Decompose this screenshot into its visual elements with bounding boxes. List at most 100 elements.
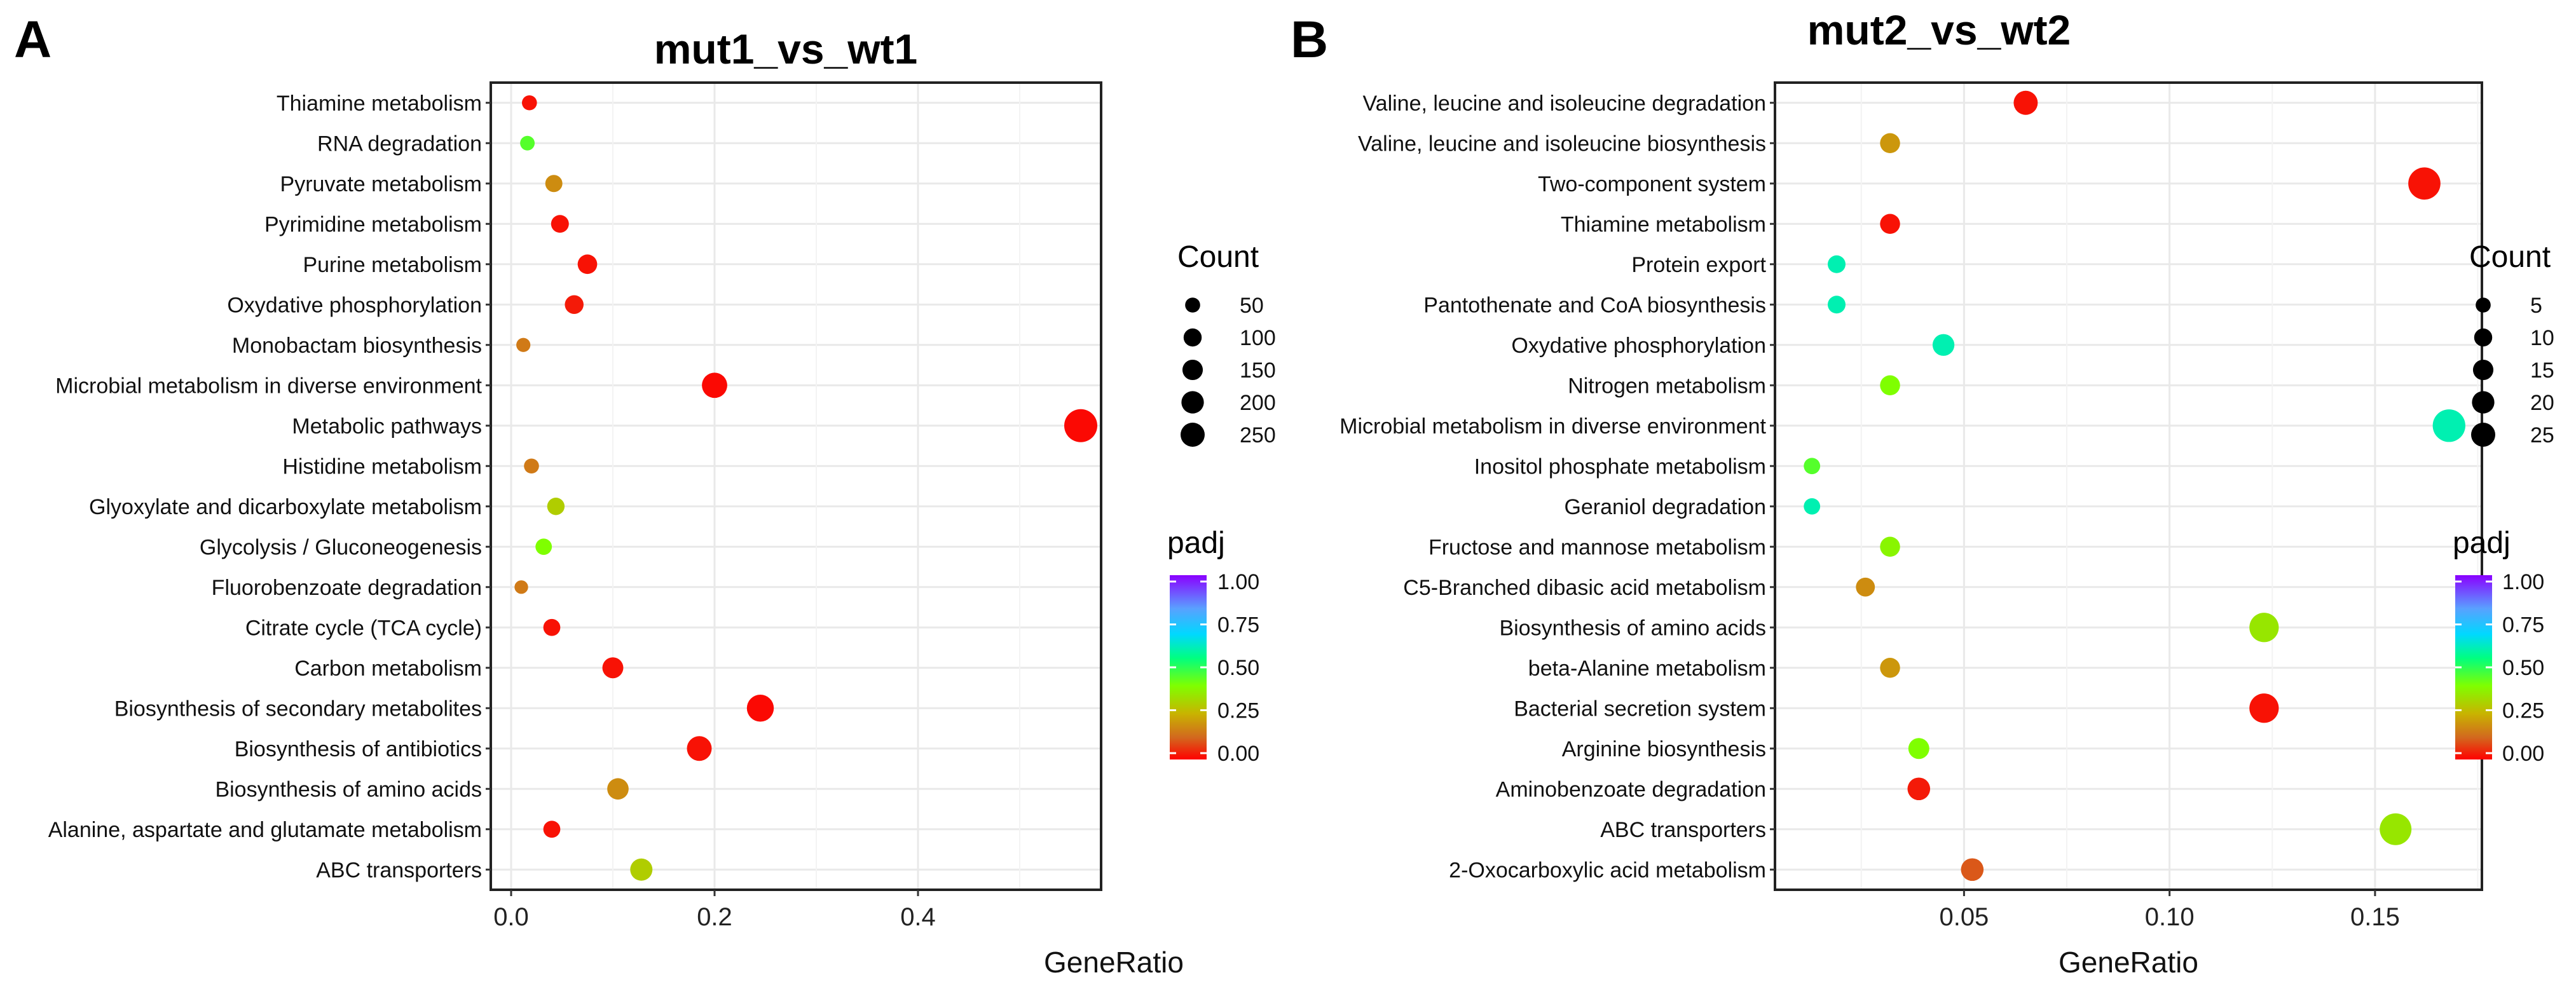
- category-label: Glyoxylate and dicarboxylate metabolism: [89, 495, 482, 519]
- panel-a: A mut1_vs_wt1 Thiamine metabolism RNA deg…: [14, 11, 1276, 979]
- padj-legend-label: 1.00: [1217, 570, 1259, 594]
- panel-b-plot-frame: [1774, 81, 2483, 891]
- panel-a-title: mut1_vs_wt1: [654, 25, 918, 72]
- category-label: Pantothenate and CoA biosynthesis: [1423, 293, 1766, 317]
- data-point: [551, 215, 569, 233]
- panel-a-grid: [491, 83, 1101, 890]
- category-label: Microbial metabolism in diverse environm…: [1339, 414, 1766, 439]
- padj-legend-label: 0.25: [1217, 699, 1259, 723]
- panel-b-count-legend-title: Count: [2469, 240, 2551, 274]
- category-label: Bacterial secretion system: [1514, 697, 1766, 721]
- category-label: Fructose and mannose metabolism: [1428, 535, 1766, 559]
- count-legend-key: [1181, 391, 1204, 414]
- count-legend-label: 50: [1240, 294, 1264, 318]
- category-label: Biosynthesis of amino acids: [1499, 616, 1766, 640]
- count-legend-label: 250: [1240, 423, 1276, 447]
- category-label: Two-component system: [1538, 172, 1766, 196]
- data-point: [543, 618, 561, 636]
- data-point: [1880, 375, 1900, 395]
- x-tick-label: 0.0: [493, 903, 529, 931]
- data-point: [746, 695, 774, 722]
- panel-letter-b: B: [1291, 11, 1328, 69]
- data-point: [1932, 334, 1955, 356]
- category-label: Oxydative phosphorylation: [227, 293, 482, 317]
- category-label: Geraniol degradation: [1564, 495, 1766, 519]
- category-label: ABC transporters: [1600, 818, 1766, 842]
- padj-legend-label: 0.75: [2502, 613, 2544, 637]
- category-label: Pyruvate metabolism: [280, 172, 482, 196]
- category-label: Purine metabolism: [303, 253, 482, 277]
- category-label: C5-Branched dibasic acid metabolism: [1403, 576, 1766, 600]
- panel-a-category-labels: Thiamine metabolism RNA degradation Pyruva…: [48, 92, 491, 882]
- data-point: [702, 372, 727, 398]
- category-label: Citrate cycle (TCA cycle): [245, 616, 482, 640]
- count-legend-label: 20: [2530, 391, 2554, 415]
- data-point: [547, 498, 565, 515]
- count-legend-key: [2472, 391, 2495, 414]
- count-legend-key: [2472, 359, 2494, 381]
- panel-b: B mut2_vs_wt2 Valine, leucine and isoleu…: [1291, 6, 2554, 979]
- category-label: beta-Alanine metabolism: [1528, 657, 1766, 681]
- data-point: [1880, 214, 1900, 234]
- category-label: Microbial metabolism in diverse environm…: [55, 374, 482, 398]
- panel-b-category-labels: Valine, leucine and isoleucine degradati…: [1339, 92, 1775, 882]
- data-point: [1880, 536, 1900, 557]
- category-label: Inositol phosphate metabolism: [1474, 454, 1766, 479]
- panel-b-grid: [1775, 83, 2482, 890]
- data-point: [1856, 577, 1875, 597]
- panel-b-x-axis-title: GeneRatio: [2059, 946, 2198, 979]
- count-legend-label: 25: [2530, 423, 2554, 447]
- data-point: [607, 778, 629, 800]
- x-tick-label: 0.10: [2145, 903, 2195, 931]
- panel-b-padj-legend-title: padj: [2453, 526, 2511, 560]
- category-label: Oxydative phosphorylation: [1511, 334, 1766, 358]
- count-legend-label: 10: [2530, 326, 2554, 350]
- data-point: [535, 538, 552, 555]
- data-point: [565, 295, 584, 315]
- count-legend-label: 5: [2530, 294, 2542, 318]
- data-point: [1064, 409, 1097, 442]
- data-point: [1827, 296, 1846, 314]
- panel-b-points: [1804, 90, 2465, 882]
- category-label: 2-Oxocarboxylic acid metabolism: [1449, 858, 1766, 882]
- count-legend-label: 100: [1240, 326, 1276, 350]
- panel-a-points: [514, 95, 1097, 881]
- data-point: [514, 580, 528, 594]
- data-point: [543, 820, 561, 838]
- category-label: Valine, leucine and isoleucine biosynthe…: [1358, 132, 1766, 156]
- category-label: Pyrimidine metabolism: [264, 212, 482, 236]
- data-point: [687, 736, 712, 761]
- data-point: [1827, 255, 1846, 273]
- data-point: [1908, 738, 1929, 759]
- category-label: Nitrogen metabolism: [1568, 374, 1766, 398]
- category-label: Alanine, aspartate and glutamate metabol…: [48, 818, 482, 842]
- count-legend-label: 15: [2530, 358, 2554, 383]
- count-legend-key: [1185, 297, 1200, 313]
- data-point: [2432, 409, 2465, 442]
- category-label: Thiamine metabolism: [1561, 212, 1766, 236]
- x-tick-label: 0.05: [1939, 903, 1989, 931]
- category-label: Metabolic pathways: [292, 414, 482, 439]
- panel-a-padj-legend: padj 1.00 0.75 0.50 0.25 0.00: [1167, 526, 1259, 766]
- data-point: [1880, 133, 1900, 153]
- padj-legend-label: 0.00: [2502, 742, 2544, 766]
- category-label: Valine, leucine and isoleucine degradati…: [1363, 92, 1767, 116]
- count-legend-key: [1181, 423, 1205, 447]
- data-point: [524, 458, 539, 474]
- count-legend-key: [2471, 423, 2495, 447]
- data-point: [545, 175, 563, 193]
- category-label: RNA degradation: [317, 132, 482, 156]
- padj-legend-label: 1.00: [2502, 570, 2544, 594]
- count-legend-key: [2474, 328, 2493, 347]
- category-label: Thiamine metabolism: [277, 92, 482, 116]
- count-legend-key: [1182, 359, 1203, 381]
- panel-a-count-legend-title: Count: [1177, 240, 1259, 274]
- panel-a-x-ticks: 0.0 0.2 0.4: [493, 890, 936, 931]
- count-legend-key: [2476, 297, 2491, 313]
- panel-b-count-legend: Count 5 10 15 20 25: [2469, 240, 2554, 447]
- data-point: [1804, 498, 1821, 515]
- category-label: Biosynthesis of antibiotics: [235, 737, 482, 761]
- panel-a-x-axis-title: GeneRatio: [1044, 946, 1184, 979]
- padj-legend-label: 0.25: [2502, 699, 2544, 723]
